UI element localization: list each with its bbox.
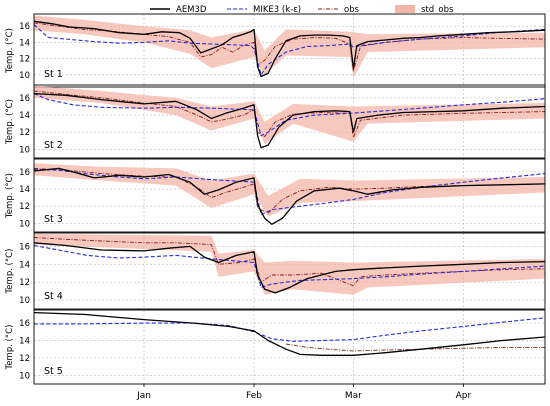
series-line-mike3 bbox=[34, 24, 545, 76]
panel-4: 10 12 14 16 St 4 Temp. (°C) bbox=[5, 232, 546, 310]
series-line-obs bbox=[34, 237, 545, 287]
panel-5: 10 12 14 16 St 5 Temp. (°C) bbox=[5, 309, 546, 385]
y-tick-label: 16 bbox=[19, 94, 30, 104]
panel-plot-area bbox=[34, 311, 545, 356]
y-axis-label: Temp. (°C) bbox=[5, 249, 15, 295]
y-tick-label: 12 bbox=[19, 354, 30, 364]
y-tick-label: 10 bbox=[19, 145, 30, 155]
y-tick-label: 16 bbox=[19, 22, 30, 32]
legend-item: std_obs bbox=[395, 5, 454, 15]
y-tick-label: 14 bbox=[19, 260, 30, 270]
station-label: St 3 bbox=[44, 214, 63, 225]
legend-label: std_obs bbox=[421, 5, 454, 15]
panel-frame bbox=[33, 13, 546, 88]
x-tick-label: Feb bbox=[246, 391, 262, 401]
series-line-mike3 bbox=[34, 317, 545, 342]
station-label: St 2 bbox=[44, 140, 63, 151]
legend-label: obs bbox=[344, 5, 360, 15]
series-line-aem3d bbox=[34, 311, 545, 356]
x-tick-label: Jan bbox=[136, 391, 151, 401]
panel-1: 10 12 14 16 St 1 Temp. (°C) bbox=[5, 13, 546, 88]
y-tick-label: 12 bbox=[19, 55, 30, 65]
y-tick-label: 16 bbox=[19, 168, 30, 178]
y-axis-label: Temp. (°C) bbox=[5, 28, 15, 74]
panel-plot-area bbox=[34, 85, 545, 149]
y-tick-label: 12 bbox=[19, 128, 30, 138]
series-line-mike3 bbox=[34, 93, 545, 137]
std-obs-band bbox=[34, 85, 545, 145]
y-tick-label: 12 bbox=[19, 202, 30, 212]
y-tick-label: 10 bbox=[19, 371, 30, 381]
panel-2: 10 12 14 16 St 2 Temp. (°C) bbox=[5, 84, 546, 159]
station-label: St 1 bbox=[44, 69, 63, 80]
y-tick-label: 16 bbox=[19, 319, 30, 329]
series-line-aem3d bbox=[34, 20, 545, 78]
panel-plot-area bbox=[34, 15, 545, 79]
y-axis-label: Temp. (°C) bbox=[5, 325, 15, 371]
series-line-aem3d bbox=[34, 167, 545, 225]
legend-swatch-band bbox=[395, 5, 415, 13]
station-label: St 4 bbox=[44, 291, 63, 302]
legend-item: AEM3D bbox=[150, 5, 207, 15]
y-tick-label: 10 bbox=[19, 219, 30, 229]
panel-frame bbox=[33, 84, 546, 159]
y-tick-label: 14 bbox=[19, 185, 30, 195]
legend-label: AEM3D bbox=[176, 5, 207, 15]
y-tick-label: 10 bbox=[19, 71, 30, 81]
legend-label: MIKE3 (k-ε) bbox=[253, 5, 301, 15]
y-tick-label: 12 bbox=[19, 278, 30, 288]
panel-frame bbox=[33, 232, 546, 310]
std-obs-band bbox=[34, 15, 545, 79]
x-axis: Jan Feb Mar Apr bbox=[136, 384, 471, 401]
panel-frame bbox=[33, 158, 546, 233]
y-tick-label: 16 bbox=[19, 242, 30, 252]
y-tick-label: 14 bbox=[19, 38, 30, 48]
station-label: St 5 bbox=[44, 366, 63, 377]
x-tick-label: Mar bbox=[345, 391, 362, 401]
panels: 10 12 14 16 St 1 Temp. (°C) 10 12 14 16 St 2 Temp. … bbox=[5, 13, 546, 385]
y-axis-label: Temp. (°C) bbox=[5, 99, 15, 145]
x-tick-label: Apr bbox=[456, 391, 472, 401]
y-tick-label: 10 bbox=[19, 296, 30, 306]
legend: AEM3D MIKE3 (k-ε) obs std_obs bbox=[150, 5, 454, 15]
panel-plot-area bbox=[34, 163, 545, 225]
series-line-aem3d bbox=[34, 242, 545, 294]
panel-3: 10 12 14 16 St 3 Temp. (°C) bbox=[5, 158, 546, 233]
y-tick-label: 14 bbox=[19, 111, 30, 121]
panel-frame bbox=[33, 309, 546, 385]
legend-item: obs bbox=[318, 5, 360, 15]
panel-plot-area bbox=[34, 233, 545, 295]
y-tick-label: 14 bbox=[19, 336, 30, 346]
series-line-aem3d bbox=[34, 92, 545, 149]
std-obs-band bbox=[34, 163, 545, 217]
series-line-obs bbox=[285, 343, 545, 352]
y-axis-label: Temp. (°C) bbox=[5, 173, 15, 219]
series-line-mike3 bbox=[34, 244, 545, 289]
legend-item: MIKE3 (k-ε) bbox=[227, 5, 301, 15]
